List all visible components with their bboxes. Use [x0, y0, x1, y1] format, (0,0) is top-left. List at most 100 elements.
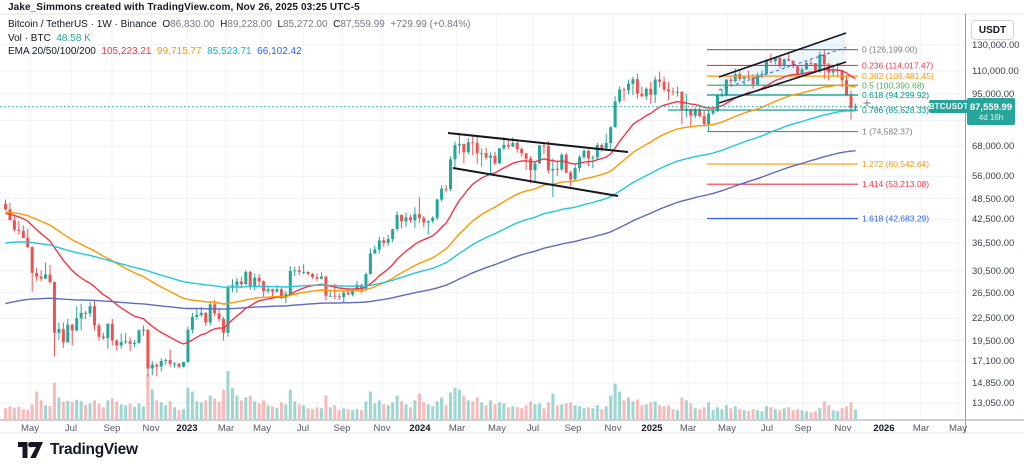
channel-upper-line[interactable]	[718, 32, 847, 78]
volume-bar	[319, 408, 323, 419]
volume-bar	[742, 410, 746, 419]
volume-bar	[805, 411, 808, 419]
volume-bar	[604, 406, 608, 419]
candle-body	[128, 341, 132, 344]
time-tick: Nov	[604, 423, 622, 434]
candle-body	[48, 274, 52, 282]
volume-bar	[667, 405, 671, 419]
volume-bar	[827, 405, 831, 419]
time-tick: May	[253, 423, 271, 434]
candle-body	[431, 217, 435, 222]
volume-bar	[360, 410, 363, 419]
candle-body	[449, 159, 452, 189]
volume-bar	[613, 383, 617, 419]
volume-bar	[800, 410, 804, 419]
candle-body	[671, 91, 675, 93]
volume-bar	[35, 391, 39, 419]
volume-bar	[778, 410, 782, 419]
candle-body	[239, 281, 243, 285]
volume-bar	[791, 410, 795, 419]
volume-bar	[769, 407, 773, 419]
volume-bar	[738, 409, 742, 419]
trendline[interactable]	[452, 167, 619, 197]
volume-bar	[110, 398, 114, 419]
tradingview-logo[interactable]: TradingView	[18, 441, 138, 459]
volume-bar	[124, 405, 128, 419]
candle-body	[66, 324, 70, 343]
time-tick: Mar	[217, 423, 235, 434]
candle-body	[591, 157, 595, 159]
volume-bar	[248, 395, 252, 419]
candle-body	[115, 340, 119, 346]
volume-bar	[168, 401, 172, 419]
volume-bar	[684, 400, 688, 419]
low-label: L	[277, 19, 284, 30]
volume-bar	[235, 395, 239, 419]
candle-body	[208, 304, 212, 323]
attribution-text: Jake_Simmons created with TradingView.co…	[8, 2, 360, 13]
volume-bar	[244, 397, 248, 419]
candle-body	[782, 59, 786, 66]
volume-bar	[75, 399, 79, 419]
candle-body	[293, 270, 297, 272]
time-tick: Jul	[526, 423, 540, 434]
fib-label-0.236: 0.236 (114,017.47)	[862, 60, 933, 70]
volume-bar	[533, 404, 537, 419]
candle-body	[511, 143, 515, 147]
volume-bar	[52, 382, 56, 419]
volume-bar	[449, 392, 452, 419]
volume-bar	[101, 407, 105, 419]
close-value: 87,559.99	[340, 19, 385, 30]
volume-bar	[466, 400, 470, 419]
candle-body	[382, 240, 386, 243]
symbol-title[interactable]: Bitcoin / TetherUS · 1W · Binance	[8, 19, 157, 30]
time-tick: 2024	[409, 423, 431, 434]
volume-bar	[658, 405, 662, 419]
volume-bar	[417, 393, 421, 419]
currency-toggle[interactable]: USDT	[971, 20, 1014, 40]
candle-body	[618, 89, 622, 102]
candle-body	[453, 145, 457, 160]
candle-body	[164, 360, 168, 362]
candle-body	[760, 73, 764, 75]
plus-marker-icon[interactable]	[863, 99, 871, 107]
volume-bar	[520, 408, 524, 419]
candle-body	[493, 155, 497, 164]
fib-label-1: 1 (74,582.37)	[862, 127, 913, 137]
candle-body	[631, 79, 635, 85]
volume-bar	[386, 405, 390, 419]
candle-body	[653, 79, 657, 95]
volume-bar	[618, 391, 622, 419]
volume-bar	[707, 402, 711, 419]
candle-body	[622, 89, 626, 91]
volume-row[interactable]: Vol · BTC 48.58 K	[8, 32, 470, 46]
volume-bar	[199, 402, 203, 419]
time-tick: 2023	[176, 423, 198, 434]
volume-bar	[546, 402, 550, 419]
ema-row[interactable]: EMA 20/50/100/200 105,223.21 99,715.77 8…	[8, 45, 470, 59]
trendline[interactable]	[447, 132, 629, 153]
volume-bar	[391, 402, 395, 419]
candle-body	[101, 336, 105, 339]
candle-body	[306, 271, 310, 274]
candle-body	[133, 342, 137, 344]
volume-bar	[524, 405, 528, 419]
candle-body	[84, 312, 88, 314]
time-tick: Sep	[564, 423, 582, 434]
candle-body	[342, 292, 346, 297]
channel-lower-line[interactable]	[718, 61, 847, 104]
volume-bar	[475, 397, 479, 419]
volume-bar	[680, 397, 684, 419]
candle-body	[480, 153, 484, 155]
volume-bar	[133, 406, 137, 419]
symbol-ohlc-row[interactable]: Bitcoin / TetherUS · 1W · Binance O86,83…	[8, 18, 470, 32]
volume-bar	[30, 404, 34, 419]
time-axis[interactable]: May Jul Sep Nov 2023 Mar May Jul Sep Nov 2024 Mar Ma…	[0, 421, 967, 434]
time-tick: Jul	[64, 423, 78, 434]
chart-legend: Bitcoin / TetherUS · 1W · Binance O86,83…	[8, 18, 470, 59]
candle-body	[662, 81, 666, 90]
volume-bar	[600, 409, 604, 419]
volume-bar	[186, 387, 190, 419]
volume-bar	[671, 409, 675, 419]
